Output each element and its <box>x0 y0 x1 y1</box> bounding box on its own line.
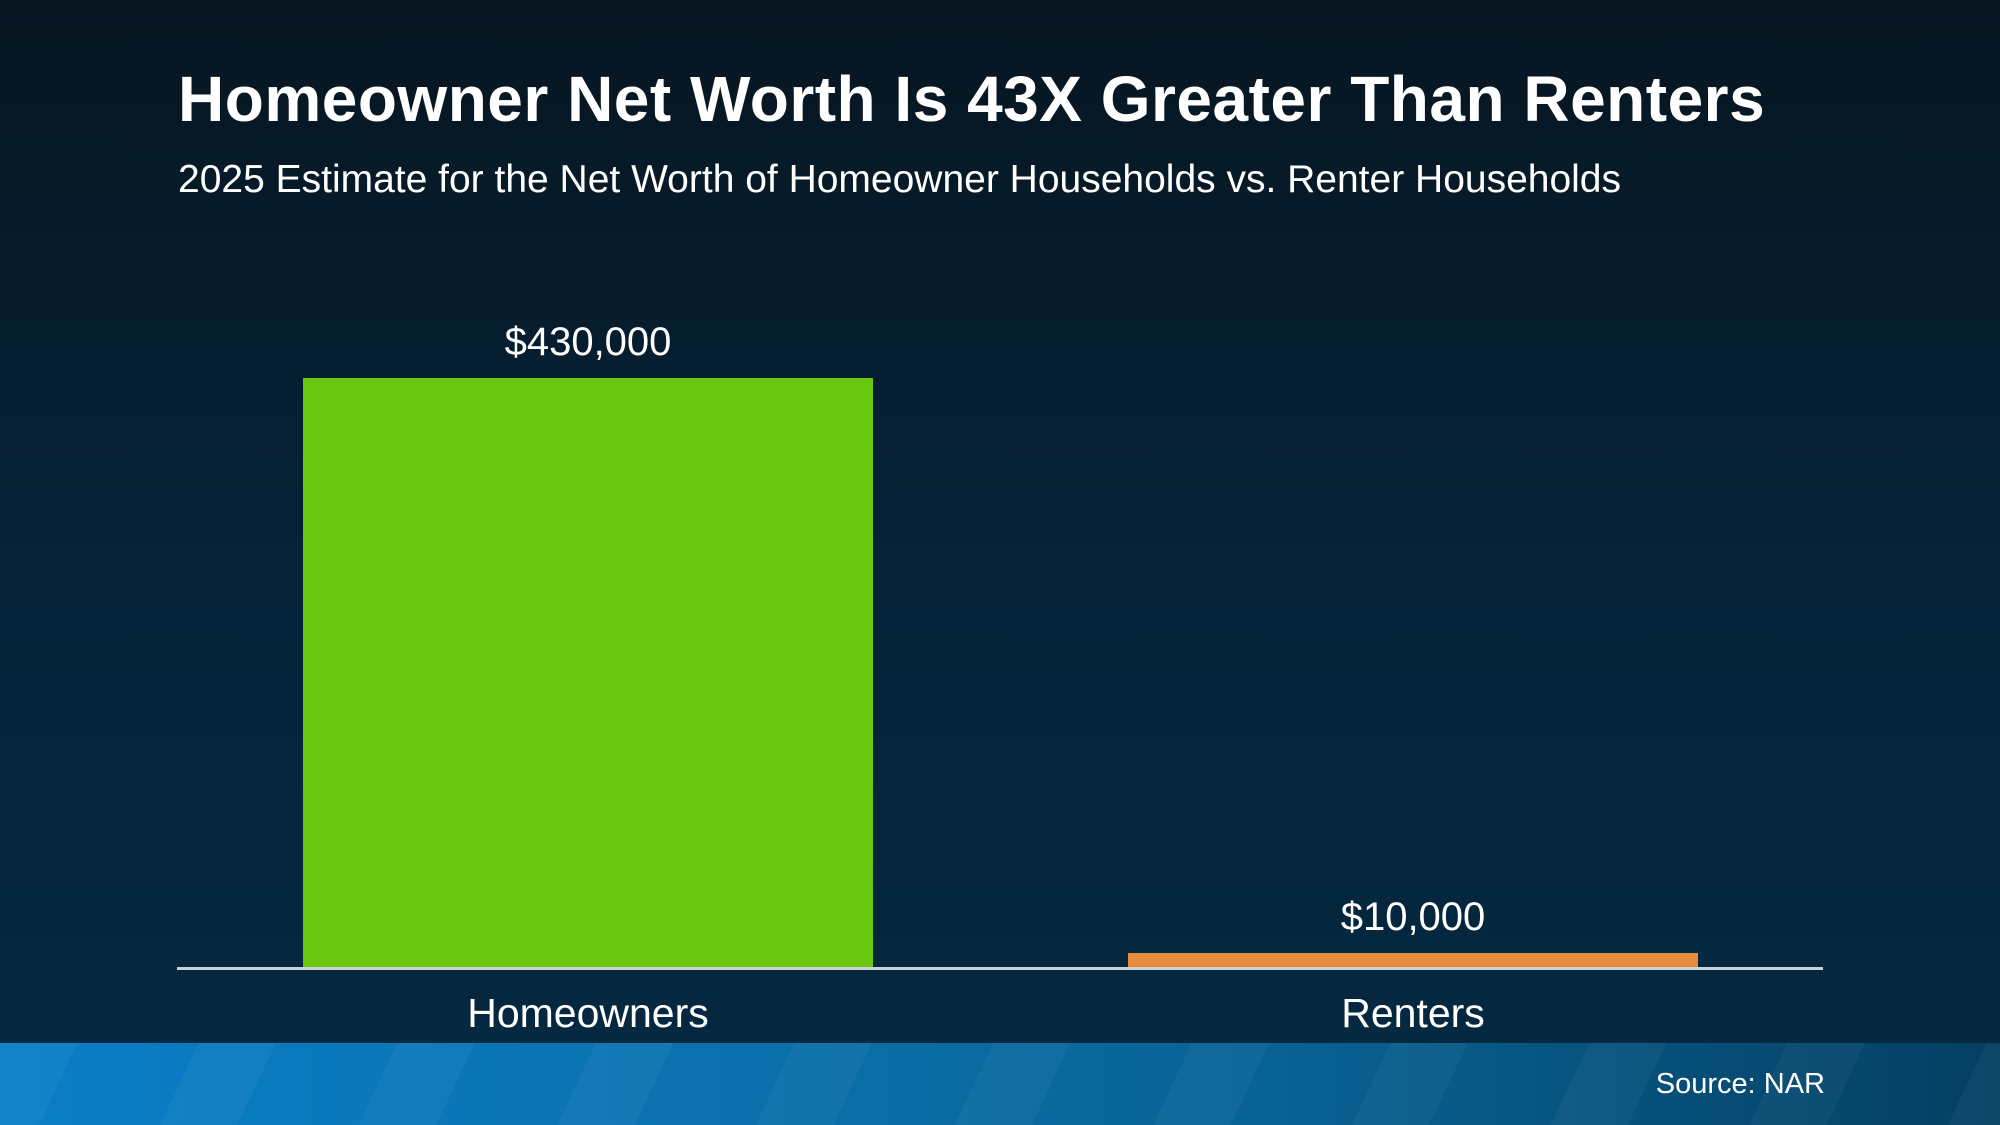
bar-homeowners <box>303 378 873 967</box>
source-attribution: Source: NAR <box>1655 1067 1825 1100</box>
bar-column-renters: $10,000 <box>1128 895 1698 967</box>
value-label-renters: $10,000 <box>1340 895 1486 939</box>
page-title: Homeowner Net Worth Is 43X Greater Than … <box>178 63 1766 135</box>
bar-column-homeowners: $430,000 <box>303 320 873 967</box>
category-label-homeowners: Homeowners <box>467 990 709 1036</box>
footer-accent-bar <box>0 1043 2000 1125</box>
category-label-renters: Renters <box>1341 990 1485 1036</box>
x-axis-line <box>177 967 1823 970</box>
bar-renters <box>1128 953 1698 967</box>
value-label-homeowners: $430,000 <box>504 320 672 364</box>
page-subtitle: 2025 Estimate for the Net Worth of Homeo… <box>178 158 1621 201</box>
